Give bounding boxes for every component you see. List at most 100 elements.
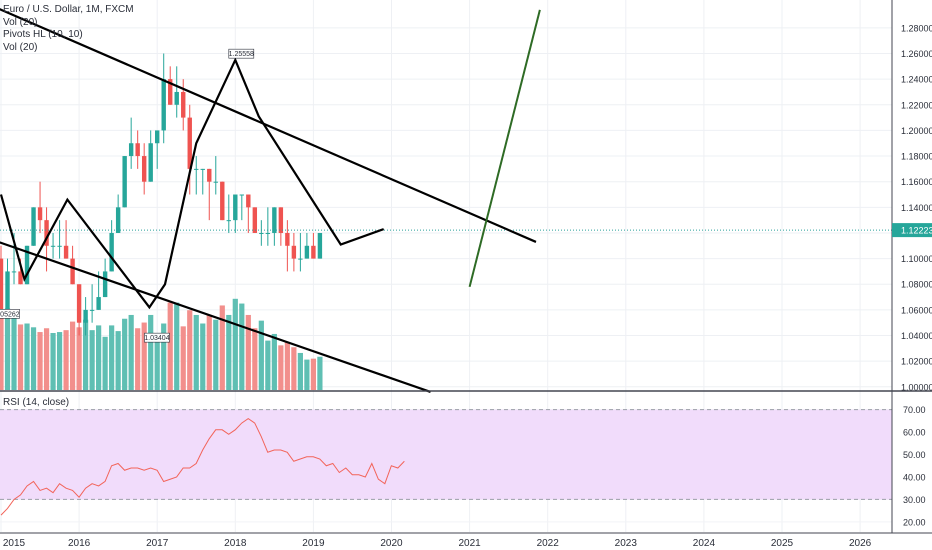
- candle-body: [304, 245, 310, 259]
- candle-body: [109, 232, 114, 272]
- y-tick-label: 1.16000: [901, 177, 932, 187]
- candle-body: [18, 271, 23, 285]
- x-tick-label: 2015: [3, 538, 26, 549]
- candle-body: [252, 207, 258, 233]
- volume-bar: [258, 320, 264, 390]
- candle-body: [291, 245, 297, 259]
- symbol-title[interactable]: Euro / U.S. Dollar, 1M, FXCM: [3, 4, 134, 15]
- x-tick-label: 2017: [146, 538, 169, 549]
- candle-body: [161, 79, 166, 131]
- candle-body: [135, 143, 140, 157]
- volume-bar: [252, 328, 258, 390]
- candle-body: [37, 207, 43, 221]
- indicator-volume[interactable]: Vol (20): [3, 16, 38, 28]
- volume-bar: [245, 314, 251, 390]
- x-tick-label: 2020: [380, 538, 403, 549]
- volume-bar: [96, 325, 102, 390]
- pivot-label-box: [0, 309, 20, 319]
- volume-bar: [310, 358, 316, 390]
- indicator-pivots[interactable]: Pivots HL (10, 10): [3, 29, 83, 40]
- pivot-label-box: [228, 48, 255, 59]
- y-tick-label: 1.00000: [901, 382, 932, 392]
- candle-body: [265, 232, 271, 234]
- candles: [0, 53, 323, 336]
- volume-bar: [24, 323, 30, 390]
- candle-body: [96, 297, 101, 310]
- candle-body: [44, 220, 49, 246]
- x-tick-label: 2026: [849, 538, 872, 549]
- candle-body: [181, 91, 186, 118]
- candle-body: [5, 271, 10, 310]
- volume-bar: [193, 314, 199, 390]
- volume-bar: [56, 332, 63, 390]
- x-tick-label: 2016: [68, 538, 91, 549]
- candle-body: [70, 258, 75, 285]
- candle-body: [155, 130, 160, 144]
- x-tick-label: 2024: [693, 538, 716, 549]
- pivot-labels: 1.25558 1.05262 1.03404: [0, 48, 255, 343]
- candle-body: [239, 194, 245, 196]
- volume-bar: [37, 332, 43, 390]
- last-price-label: 1.12223: [901, 226, 932, 236]
- candle-body: [102, 271, 108, 298]
- volume-bar: [291, 347, 297, 390]
- volume-bar: [11, 314, 17, 390]
- candle-body: [11, 271, 17, 273]
- volume-bar: [271, 333, 277, 390]
- volume-bar: [174, 302, 180, 390]
- candle-body: [246, 194, 251, 208]
- candle-body: [317, 232, 323, 259]
- rsi-legend[interactable]: RSI (14, close): [3, 397, 70, 408]
- indicator-volume-2[interactable]: Vol (20): [3, 41, 38, 53]
- candle-body: [174, 91, 179, 105]
- y-tick-label: 1.24000: [901, 75, 932, 85]
- y-tick-label: 1.02000: [901, 357, 932, 367]
- last-price-tag: [892, 223, 932, 238]
- volume-bar: [167, 302, 173, 390]
- volume-bar: [278, 345, 284, 390]
- volume-bar: [317, 356, 323, 390]
- candle-body: [31, 207, 36, 246]
- chart-legend: Euro / U.S. Dollar, 1M, FXCM Vol (20) Pi…: [3, 4, 134, 54]
- candle-body: [220, 181, 225, 221]
- y-tick-label: 1.04000: [901, 331, 932, 341]
- pivot-label: 1.05262: [0, 311, 20, 318]
- candle-body: [63, 245, 69, 259]
- candle-body: [226, 220, 231, 222]
- pivot-label: 1.25558: [229, 51, 254, 58]
- volume-bar: [109, 325, 115, 390]
- rsi-line: [0, 417, 405, 516]
- rsi-panel: [0, 417, 405, 516]
- volume-bar: [297, 352, 303, 390]
- rsi-tick-label: 20.00: [903, 517, 926, 527]
- volume-bar: [122, 318, 128, 390]
- candle-body: [122, 156, 127, 208]
- candle-body: [187, 117, 192, 169]
- trendlines: [0, 8, 892, 393]
- background-layer: [0, 409, 892, 500]
- volume-bar: [304, 359, 310, 390]
- candle-body: [148, 143, 153, 182]
- x-tick-label: 2021: [458, 538, 481, 549]
- volume-bar: [83, 319, 89, 390]
- y-tick-label: 1.18000: [901, 152, 932, 162]
- candle-body: [285, 232, 290, 246]
- volume-bar: [50, 333, 56, 390]
- y-tick-label: 1.10000: [901, 254, 932, 264]
- volume-bar: [187, 310, 193, 390]
- rsi-tick-label: 70.00: [903, 405, 926, 415]
- candle-body: [0, 258, 4, 310]
- candle-body: [128, 143, 134, 157]
- volume-bar: [89, 330, 95, 390]
- volume-bar: [265, 340, 271, 390]
- candle-body: [200, 168, 205, 170]
- candle-body: [57, 245, 62, 247]
- candle-body: [76, 284, 82, 323]
- candle-body: [83, 309, 88, 323]
- y-tick-label: 1.14000: [901, 203, 932, 213]
- candle-body: [168, 79, 173, 105]
- volume-bar: [219, 305, 225, 390]
- candle-body: [89, 309, 95, 311]
